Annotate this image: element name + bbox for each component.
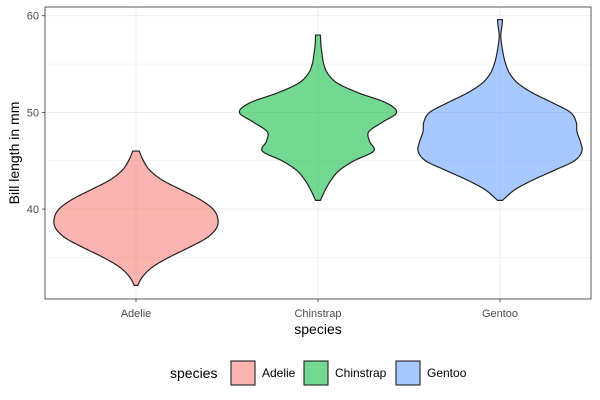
- y-axis-ticks: 40 50 60: [27, 11, 45, 216]
- legend-items: Adelie Chinstrap Gentoo: [230, 360, 467, 386]
- legend: species Adelie Chinstrap Gentoo: [170, 360, 467, 386]
- legend-label: Chinstrap: [335, 366, 387, 380]
- y-axis-title: Bill length in mm: [6, 102, 22, 205]
- violin-chinstrap: [238, 34, 398, 201]
- x-axis-title: species: [294, 321, 341, 337]
- legend-label: Adelie: [262, 366, 296, 380]
- x-tick-label: Gentoo: [482, 308, 518, 320]
- y-tick-label: 50: [27, 107, 39, 119]
- violin-adelie: [53, 150, 219, 287]
- legend-key-adelie: [230, 360, 256, 386]
- x-tick-label: Adelie: [121, 308, 152, 320]
- violins: [53, 18, 583, 287]
- legend-title: species: [170, 365, 217, 381]
- legend-label: Gentoo: [427, 366, 467, 380]
- x-axis-ticks: Adelie Chinstrap Gentoo: [121, 299, 518, 320]
- violin-gentoo: [417, 18, 583, 201]
- x-tick-label: Chinstrap: [294, 308, 341, 320]
- legend-key-gentoo: [395, 360, 421, 386]
- y-tick-label: 40: [27, 204, 39, 216]
- y-tick-label: 60: [27, 11, 39, 23]
- legend-key-chinstrap: [303, 360, 329, 386]
